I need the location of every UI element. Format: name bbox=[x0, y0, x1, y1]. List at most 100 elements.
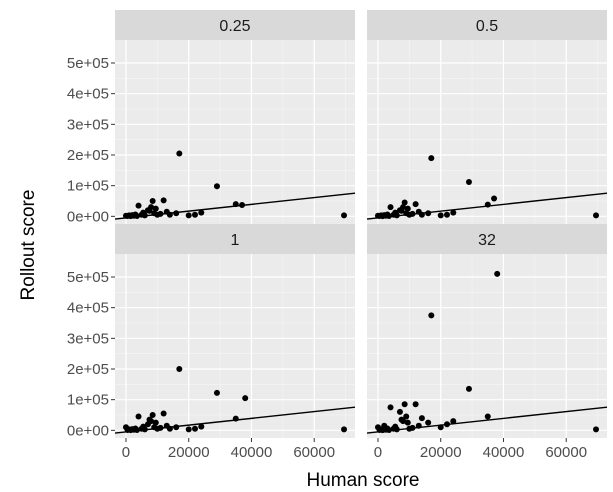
data-point bbox=[149, 412, 156, 418]
data-point bbox=[198, 423, 205, 430]
data-point bbox=[141, 426, 148, 433]
data-point bbox=[484, 201, 491, 208]
data-point bbox=[166, 211, 173, 218]
data-point bbox=[239, 201, 246, 208]
data-point bbox=[418, 211, 425, 218]
facet-strip-label: 0.25 bbox=[219, 18, 250, 35]
data-point bbox=[428, 312, 435, 319]
y-tick-label: 0e+00 bbox=[67, 208, 109, 225]
data-point bbox=[393, 426, 400, 433]
data-point bbox=[341, 212, 348, 219]
data-point bbox=[160, 197, 167, 204]
y-tick-label: 1e+05 bbox=[67, 392, 109, 409]
data-point bbox=[425, 210, 432, 217]
y-tick-label: 3e+05 bbox=[67, 116, 109, 133]
data-point bbox=[232, 201, 239, 208]
data-point bbox=[404, 419, 411, 426]
data-point bbox=[166, 425, 173, 432]
data-point bbox=[425, 419, 432, 426]
x-tick-label: 20000 bbox=[168, 444, 210, 461]
data-point bbox=[160, 410, 167, 417]
y-tick-label: 5e+05 bbox=[67, 269, 109, 286]
y-tick-label: 3e+05 bbox=[67, 330, 109, 347]
x-tick-label: 40000 bbox=[483, 444, 525, 461]
data-point bbox=[418, 415, 425, 422]
y-axis-title: Rollout score bbox=[18, 190, 39, 301]
data-point bbox=[152, 419, 159, 426]
x-tick-label: 60000 bbox=[545, 444, 587, 461]
data-point bbox=[409, 424, 416, 431]
data-point bbox=[393, 212, 400, 219]
data-point bbox=[157, 210, 164, 217]
data-point bbox=[242, 395, 249, 402]
facet-panel-0.5: 0.5 bbox=[366, 10, 608, 224]
y-tick-label: 1e+05 bbox=[67, 178, 109, 195]
data-point bbox=[593, 426, 600, 433]
data-point bbox=[409, 210, 416, 217]
data-point bbox=[385, 427, 392, 434]
y-tick-label: 5e+05 bbox=[67, 55, 109, 72]
data-point bbox=[185, 426, 192, 433]
data-point bbox=[484, 413, 491, 420]
data-point bbox=[148, 418, 155, 425]
data-point bbox=[403, 413, 410, 420]
x-tick-label: 40000 bbox=[231, 444, 273, 461]
data-point bbox=[176, 366, 183, 372]
panel-background bbox=[367, 254, 607, 438]
facet-panel-1: 1 0e+00 1e+05 2e+05 3e+05 4e+05 5e+05 0 20000 400… bbox=[67, 224, 356, 461]
data-point bbox=[465, 385, 472, 392]
x-axis-title: Human score bbox=[307, 470, 420, 491]
data-point bbox=[400, 418, 407, 425]
data-point bbox=[192, 425, 198, 432]
facet-strip bbox=[115, 10, 355, 40]
data-point bbox=[135, 413, 142, 420]
y-tick-label: 4e+05 bbox=[67, 300, 109, 317]
data-point bbox=[385, 213, 392, 220]
data-point bbox=[412, 401, 419, 408]
x-tick-label: 20000 bbox=[420, 444, 462, 461]
facet-strip bbox=[367, 10, 607, 40]
facet-strip-label: 0.5 bbox=[476, 18, 498, 35]
facet-strip-label: 1 bbox=[231, 232, 240, 249]
data-point bbox=[450, 418, 457, 425]
data-point bbox=[387, 204, 394, 211]
panel-background bbox=[115, 254, 355, 438]
x-tick-label: 0 bbox=[374, 444, 382, 461]
data-point bbox=[494, 270, 501, 277]
data-point bbox=[149, 198, 156, 204]
data-point bbox=[213, 183, 220, 190]
data-point bbox=[444, 421, 450, 428]
data-point bbox=[192, 211, 198, 218]
panel-background bbox=[115, 40, 355, 224]
data-point bbox=[141, 212, 148, 219]
data-point bbox=[444, 211, 450, 218]
data-point bbox=[232, 415, 239, 422]
data-point bbox=[400, 204, 407, 211]
data-point bbox=[437, 424, 444, 431]
data-point bbox=[396, 408, 403, 415]
facet-panel-0.25: 0.25 0e+00 1e+05 2e+05 3e+05 4e+05 5e+05 bbox=[67, 10, 356, 225]
facet-panel-32: 32 0 20000 40000 60000 bbox=[366, 224, 608, 461]
data-point bbox=[387, 404, 394, 411]
data-point bbox=[401, 401, 408, 408]
data-point bbox=[465, 178, 472, 185]
data-point bbox=[213, 389, 220, 396]
y-tick-label: 2e+05 bbox=[67, 361, 109, 378]
data-point bbox=[593, 212, 600, 219]
data-point bbox=[428, 155, 435, 162]
y-tick-label: 0e+00 bbox=[67, 422, 109, 439]
data-point bbox=[176, 150, 183, 157]
data-point bbox=[404, 205, 411, 212]
data-point bbox=[450, 209, 457, 216]
data-point bbox=[198, 209, 205, 216]
data-point bbox=[152, 205, 159, 212]
data-point bbox=[341, 426, 348, 433]
data-point bbox=[133, 427, 140, 434]
panel-background bbox=[367, 40, 607, 224]
facet-strip bbox=[367, 224, 607, 254]
data-point bbox=[437, 212, 444, 219]
data-point bbox=[401, 199, 408, 206]
data-point bbox=[173, 424, 180, 431]
data-point bbox=[148, 204, 155, 211]
